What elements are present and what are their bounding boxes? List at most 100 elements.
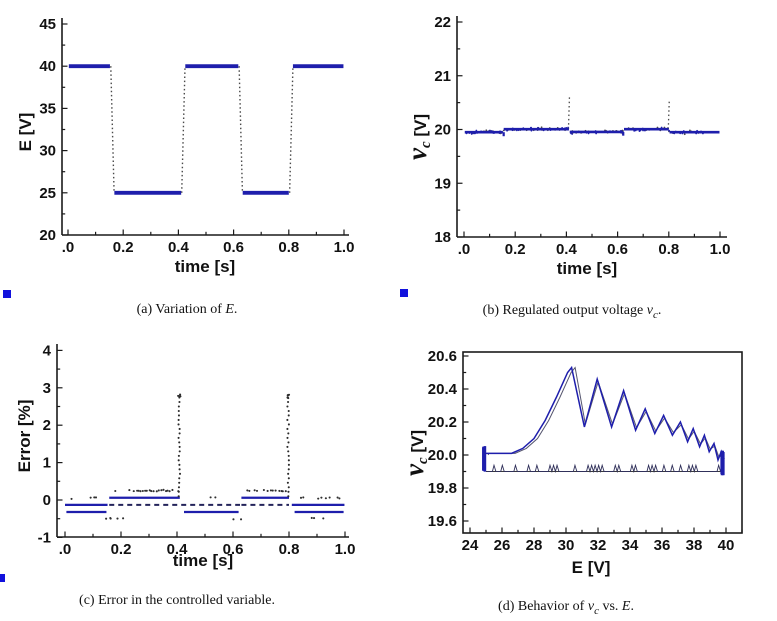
y-tick-label: 4 (43, 342, 52, 359)
label-text: (c) Error in the controlled variable. (79, 593, 275, 608)
x-tick-label: 0.8 (278, 239, 299, 256)
x-tick-label: 0.6 (223, 541, 244, 558)
slide-bullet-marker (400, 289, 408, 297)
y-tick-label: 0 (43, 492, 51, 509)
label-text: c (652, 308, 658, 321)
label-text: c (594, 604, 599, 617)
x-tick-label: 0.2 (111, 541, 132, 558)
chart-c-tick-labels: .0 0.2 0.4 0.6 0.8 1.0 -1 0 1 2 3 4 (38, 342, 356, 558)
label-text: (d) Behavior of (498, 599, 588, 614)
label-text: (a) Variation of (136, 302, 226, 317)
chart-a-xaxis-label: time [s] (174, 257, 236, 276)
label-text: (b) Regulated output voltage (482, 303, 647, 318)
x-tick-label: 24 (462, 537, 479, 554)
label-text: c (418, 141, 435, 149)
chart-d-yaxis-label: vc [V] (399, 373, 432, 533)
x-tick-label: 28 (526, 537, 543, 554)
y-tick-label: 20.2 (428, 414, 457, 431)
chart-a-variation-of-E: .0 0.2 0.4 0.6 0.8 1.0 20 25 30 35 40 45 (39, 16, 354, 256)
y-tick-label: 40 (39, 58, 56, 75)
y-tick-label: 20.0 (428, 447, 457, 464)
chart-b-series (464, 97, 720, 137)
label-text: vs. (598, 599, 622, 614)
chart-c-xaxis-label: time [s] (172, 551, 234, 570)
x-tick-label: 40 (718, 537, 735, 554)
y-tick-label: 25 (39, 185, 56, 202)
chart-c-yaxis-label: Error [%] (10, 356, 40, 516)
x-tick-label: 38 (686, 537, 703, 554)
label-text: E (621, 599, 631, 614)
x-tick-label: .0 (62, 239, 75, 256)
y-tick-label: 1 (43, 455, 51, 472)
caption-d: (d) Behavior of vc vs. E. (498, 599, 634, 617)
label-text: E (225, 302, 234, 317)
label-text: . (630, 599, 634, 614)
x-tick-label: 32 (590, 537, 607, 554)
label-text: v (402, 148, 432, 161)
label-text: c (415, 457, 432, 465)
chart-c-error-controlled-variable: .0 0.2 0.4 0.6 0.8 1.0 -1 0 1 2 3 4 (38, 342, 356, 558)
x-tick-label: 30 (558, 537, 575, 554)
chart-c-series (65, 393, 345, 521)
x-tick-label: .0 (458, 241, 471, 258)
chart-a-tick-labels: .0 0.2 0.4 0.6 0.8 1.0 20 25 30 35 40 45 (39, 16, 354, 256)
y-tick-label: 2 (43, 417, 51, 434)
y-tick-label: 20.4 (428, 381, 458, 398)
x-tick-label: 0.4 (556, 241, 578, 258)
y-tick-label: 18 (434, 229, 451, 246)
chart-d-series (482, 365, 725, 476)
chart-d-vc-vs-E: 24 26 28 30 32 34 36 38 40 19.6 19.8 20.0 20.2 20.4 20… (428, 348, 743, 554)
label-text: [V] (411, 113, 430, 142)
label-text: . (233, 302, 238, 317)
y-tick-label: 21 (434, 68, 451, 85)
caption-b: (b) Regulated output voltage vc. (483, 303, 662, 321)
chart-d-ticks (463, 355, 743, 533)
slide-bullet-marker (0, 574, 5, 582)
y-tick-label: 30 (39, 143, 56, 160)
label-text: v (646, 303, 653, 318)
x-tick-label: 0.8 (658, 241, 679, 258)
x-tick-label: .0 (59, 541, 72, 558)
x-tick-label: 0.6 (223, 239, 244, 256)
caption-c: (c) Error in the controlled variable. (79, 593, 275, 609)
x-tick-label: 36 (654, 537, 671, 554)
y-tick-label: 20 (39, 227, 56, 244)
y-tick-label: 20.6 (428, 348, 457, 365)
chart-b-yaxis-label: vc [V] (402, 57, 435, 217)
label-text: Error [%] (15, 399, 34, 473)
label-text: E [V] (16, 112, 35, 152)
y-tick-label: 19.8 (428, 480, 457, 497)
x-tick-label: 0.4 (167, 541, 189, 558)
slide-bullet-marker (3, 290, 11, 298)
chart-a-series (68, 64, 344, 195)
chart-d-xaxis-label: E [V] (571, 558, 611, 577)
x-tick-label: 1.0 (710, 241, 731, 258)
chart-c-ticks (57, 349, 346, 538)
label-text: v (587, 599, 595, 614)
x-tick-label: 34 (622, 537, 639, 554)
chart-b-axes (456, 16, 727, 238)
y-tick-label: 22 (434, 14, 451, 31)
chart-b-xaxis-label: time [s] (556, 259, 618, 278)
x-tick-label: 26 (494, 537, 511, 554)
label-text: [V] (408, 429, 427, 458)
x-tick-label: 0.8 (279, 541, 300, 558)
y-tick-label: 45 (39, 16, 56, 33)
chart-b-ticks (457, 21, 721, 238)
chart-c-axes (56, 344, 349, 538)
y-tick-label: 19.6 (428, 513, 457, 530)
chart-d-tick-labels: 24 26 28 30 32 34 36 38 40 19.6 19.8 20.0 20.2 20.4 20… (428, 348, 735, 554)
y-tick-label: 35 (39, 100, 56, 117)
label-text: v (399, 464, 429, 477)
x-tick-label: 0.4 (168, 239, 190, 256)
y-tick-label: 3 (43, 380, 51, 397)
caption-a: (a) Variation of E. (137, 302, 238, 318)
chart-a-axes (61, 18, 349, 236)
x-tick-label: 1.0 (335, 541, 356, 558)
x-tick-label: 0.2 (505, 241, 526, 258)
chart-a-ticks (62, 23, 345, 236)
x-tick-label: 0.2 (113, 239, 134, 256)
x-tick-label: 0.6 (607, 241, 628, 258)
y-tick-label: -1 (38, 529, 51, 546)
